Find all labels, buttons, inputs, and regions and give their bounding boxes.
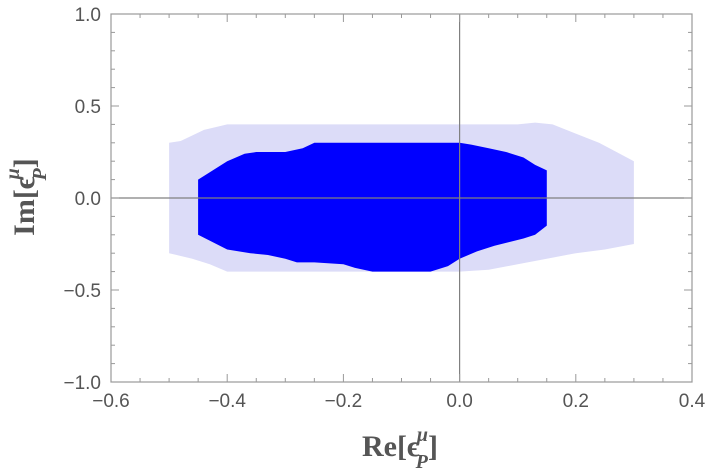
x-axis-title-prefix: Re[ <box>362 430 407 463</box>
confidence-regions <box>169 122 634 272</box>
y-axis-title-superscript: μ <box>2 168 24 180</box>
y-axis-title-subscript: P <box>29 168 51 182</box>
x-tick-label: 0.0 <box>446 391 472 412</box>
y-axis-title-prefix: Im[ <box>8 189 41 236</box>
x-tick-label: 0.4 <box>679 391 706 412</box>
y-axis-title: Im[ϵPμ] <box>2 158 51 236</box>
zero-axis-lines <box>111 14 692 382</box>
y-tick-label: 1.0 <box>75 5 101 26</box>
y-axis-title-symbol: ϵ <box>8 176 41 189</box>
x-axis-title-symbol: ϵ <box>407 430 420 463</box>
x-tick-label: −0.4 <box>208 391 246 412</box>
ticks <box>110 13 693 383</box>
y-axis-title-suffix: ] <box>8 158 41 168</box>
x-tick-label: 0.2 <box>563 391 589 412</box>
y-tick-label: −1.0 <box>63 373 101 394</box>
y-tick-labels: −1.0 −0.5 0.0 0.5 1.0 <box>63 5 101 394</box>
y-tick-label: 0.5 <box>75 97 101 118</box>
x-axis-title-subscript: P <box>415 451 429 472</box>
x-tick-label: −0.6 <box>92 391 130 412</box>
x-axis-title: Re[ϵPμ] <box>362 424 438 472</box>
x-axis-title-suffix: ] <box>428 430 438 463</box>
y-tick-label: −0.5 <box>63 281 101 302</box>
x-axis-title-superscript: μ <box>416 424 428 446</box>
x-tick-label: −0.2 <box>325 391 363 412</box>
x-tick-labels: −0.6 −0.4 −0.2 0.0 0.2 0.4 <box>92 391 705 412</box>
y-tick-label: 0.0 <box>75 189 101 210</box>
